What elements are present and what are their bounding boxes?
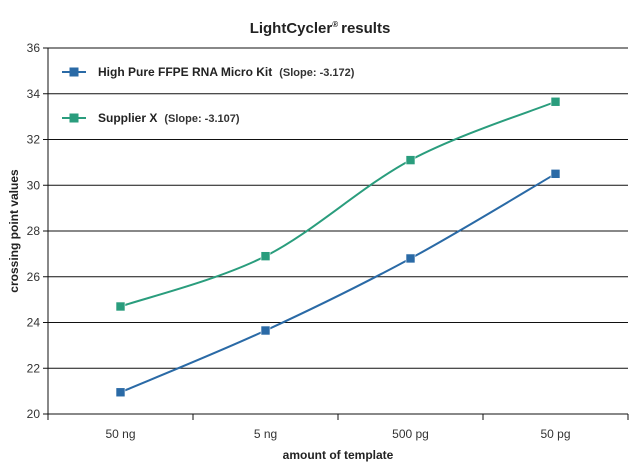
series-line-0	[120, 172, 557, 394]
legend-marker-1	[69, 113, 79, 123]
x-tick-label-3: 50 pg	[540, 427, 570, 441]
series-line-1	[120, 100, 556, 308]
legend-slope-1: (Slope: -3.107)	[164, 113, 240, 125]
y-tick-label-30: 30	[27, 178, 41, 192]
chart-title-mark: ®	[332, 20, 338, 29]
x-tick-label-1: 5 ng	[254, 427, 277, 441]
legend-entry-1: Supplier X (Slope: -3.107)	[62, 111, 240, 125]
y-tick-label-26: 26	[27, 270, 41, 284]
series-0	[115, 169, 561, 398]
y-tick-label-24: 24	[27, 316, 41, 330]
data-point-0-3	[550, 169, 561, 179]
data-point-0-1	[260, 325, 271, 336]
data-point-1-2	[405, 155, 416, 165]
legend-entry-0: High Pure FFPE RNA Micro Kit (Slope: -3.1…	[62, 65, 355, 79]
data-point-0-0	[115, 387, 126, 398]
y-tick-label-36: 36	[27, 41, 41, 55]
grid	[48, 47, 628, 415]
x-tick-label-0: 50 ng	[105, 427, 135, 441]
chart-title: LightCycler® results	[250, 20, 391, 37]
x-axis-label: amount of template	[283, 448, 394, 462]
legend-label-1: Supplier X (Slope: -3.107)	[98, 111, 240, 125]
series-1	[115, 96, 561, 312]
legend-slope-0: (Slope: -3.172)	[279, 67, 355, 79]
data-point-1-1	[260, 251, 271, 261]
data-point-1-3	[550, 96, 561, 107]
y-tick-label-34: 34	[27, 87, 41, 101]
y-tick-label-32: 32	[27, 133, 41, 147]
y-tick-label-20: 20	[27, 407, 41, 421]
axes	[43, 47, 629, 420]
legend-marker-0	[69, 67, 79, 77]
y-tick-label-22: 22	[27, 361, 41, 375]
series	[115, 96, 561, 398]
y-axis-label: crossing point values	[7, 169, 21, 293]
legend: High Pure FFPE RNA Micro Kit (Slope: -3.1…	[62, 65, 355, 125]
legend-label-0: High Pure FFPE RNA Micro Kit (Slope: -3.1…	[98, 65, 355, 79]
x-tick-label-2: 500 pg	[392, 427, 429, 441]
data-point-1-0	[115, 301, 126, 312]
data-point-0-2	[405, 253, 416, 264]
y-tick-label-28: 28	[27, 224, 41, 238]
tick-labels: 20 22 24 26 28 30 32 34 36 50 ng 5 ng 500 pg 50 pg	[27, 41, 571, 441]
